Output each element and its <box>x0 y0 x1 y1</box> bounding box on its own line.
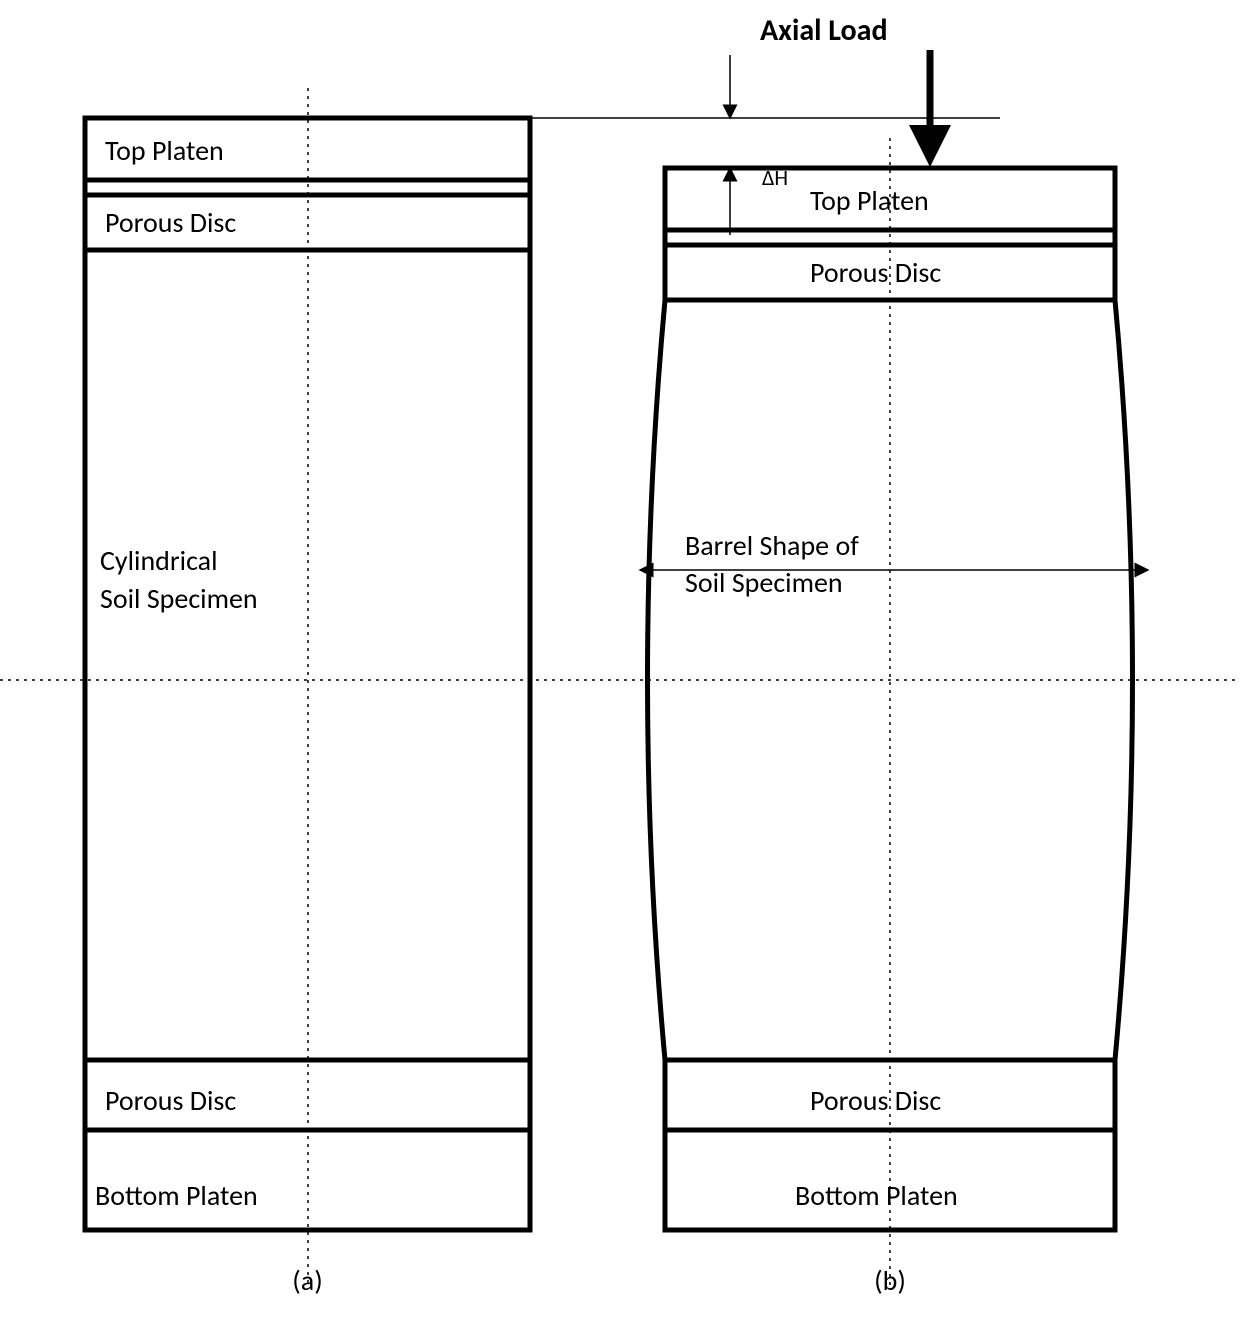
panel-a-sublabel: (a) <box>292 1263 322 1298</box>
panel-b-porous-bot-label: Porous Disc <box>810 1083 941 1118</box>
triaxial-specimen-diagram: Top Platen Porous Disc CylindricalSoil Spe… <box>0 0 1240 1322</box>
panel-a-porous-top-label: Porous Disc <box>105 205 236 240</box>
panel-b-bottom-platen-label: Bottom Platen <box>795 1178 958 1213</box>
panel-b-top-platen-label: Top Platen <box>810 183 929 218</box>
panel-b-specimen-label-1: Barrel Shape of <box>685 528 859 563</box>
panel-b-sublabel: (b) <box>874 1263 906 1298</box>
panel-a-bottom-platen-label: Bottom Platen <box>95 1178 258 1213</box>
panel-a-porous-bot-label: Porous Disc <box>105 1083 236 1118</box>
delta-h-label: ΔH <box>762 164 788 191</box>
panel-a-specimen-label-2: Soil Specimen <box>100 581 258 616</box>
panel-a-specimen-label-1: Cylindrical <box>100 543 218 578</box>
axial-load-label: Axial Load <box>760 12 888 49</box>
panel-a-top-platen-label: Top Platen <box>105 133 224 168</box>
panel-b-porous-top-label: Porous Disc <box>810 255 941 290</box>
